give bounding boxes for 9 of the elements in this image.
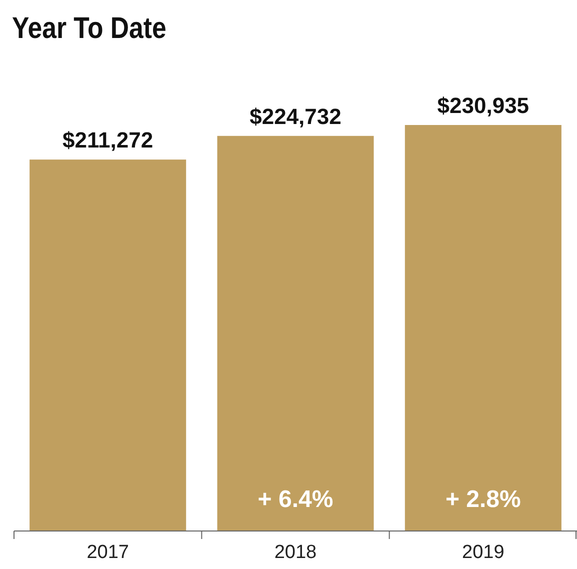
x-tick-label: 2017 — [86, 542, 129, 563]
chart-title: Year To Date — [12, 11, 166, 44]
annotation: + 2.8% — [445, 486, 521, 513]
data-label: $230,935 — [437, 93, 530, 118]
data-label: $211,272 — [62, 128, 154, 153]
data-label: $224,732 — [250, 104, 342, 129]
x-tick-label: 2019 — [462, 542, 504, 563]
x-tick-label: 2018 — [274, 542, 317, 563]
annotation: + 6.4% — [258, 486, 334, 513]
